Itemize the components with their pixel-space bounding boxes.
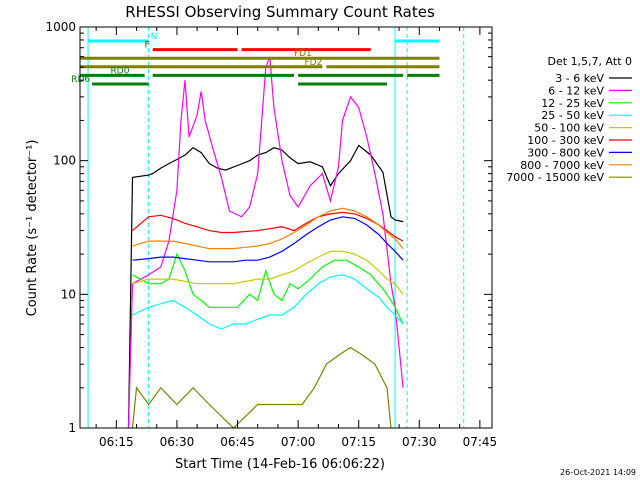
y-tick-label-1: 10 [61,287,76,301]
y-axis-label: Count Rate (s⁻¹ detector⁻¹) [25,140,40,317]
axis-tick-labels: 06:15 06:30 06:45 07:00 07:15 07:30 07:45 1 10 10… [45,20,497,449]
x-tick-label-6: 07:45 [463,435,498,449]
legend-label-2: 12 - 25 keV [541,97,604,110]
state-bar-label-2: FD1 [294,49,312,59]
x-axis-label: Start Time (14-Feb-16 06:06:22) [175,457,385,472]
legend-label-1: 6 - 12 keV [548,84,604,97]
legend-label-6: 300 - 800 keV [527,146,604,159]
legend-label-0: 3 - 6 keV [555,72,604,85]
x-tick-label-3: 07:00 [281,435,316,449]
state-bar-label-1: F [145,41,150,51]
x-tick-label-4: 07:15 [341,435,376,449]
legend-label-3: 25 - 50 keV [541,109,604,122]
x-tick-label-0: 06:15 [99,435,134,449]
x-tick-label-5: 07:30 [402,435,437,449]
event-marker-lines [87,27,465,428]
series-line-7 [132,207,404,250]
series-line-4 [132,250,404,295]
legend-label-8: 7000 - 15000 keV [506,171,604,184]
legend-label-4: 50 - 100 keV [534,122,604,135]
series-line-6 [132,216,404,263]
y-tick-label-0: 1 [68,421,76,435]
series-line-2 [132,252,404,325]
plot-frame [79,26,493,429]
y-tick-label-3: 1000 [45,20,76,34]
plot-timestamp: 26-Oct-2021 14:09 [560,468,636,477]
y-tick-label-2: 100 [53,154,76,168]
state-bar-label-4: RD0 [111,66,130,76]
legend-label-7: 800 - 7000 keV [520,159,604,172]
state-bar-label-3: FD2 [305,58,323,68]
series-line-0 [127,144,404,429]
legend-header: Det 1,5,7, Att 0 [548,55,632,68]
axis-ticks [80,27,492,429]
state-bar-label-0: N [151,32,158,42]
series-line-8 [131,346,392,429]
x-tick-label-2: 06:45 [220,435,255,449]
x-tick-label-1: 06:30 [160,435,195,449]
chart-title: RHESSI Observing Summary Count Rates [125,3,435,21]
series-line-3 [132,274,404,330]
legend-label-5: 100 - 300 keV [527,134,604,147]
series-line-5 [132,211,404,242]
